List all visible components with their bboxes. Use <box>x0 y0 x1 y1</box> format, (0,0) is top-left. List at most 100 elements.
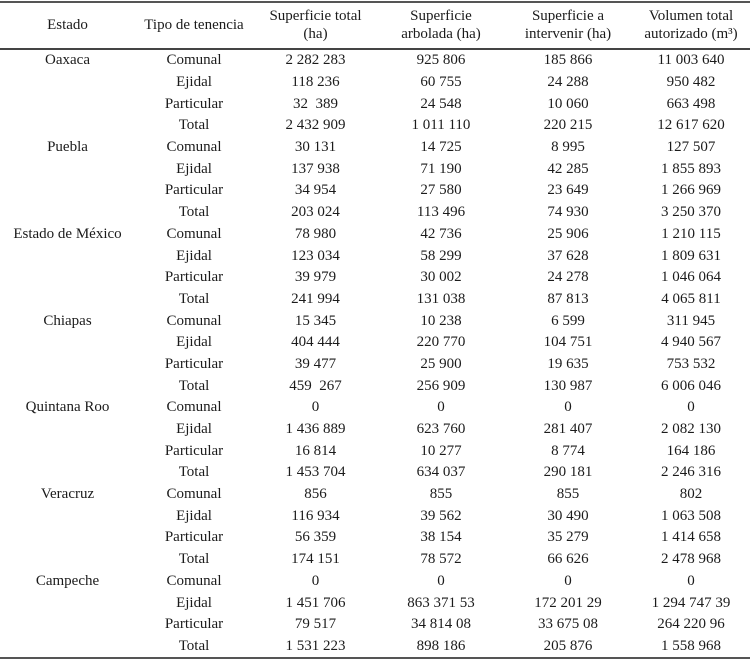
value-cell: 1 266 969 <box>661 182 721 199</box>
value-cell: 1 453 704 <box>285 464 346 481</box>
state-cell <box>0 202 135 224</box>
value-cell: 1 063 508 <box>661 507 721 524</box>
value-cell: 174 151 <box>291 551 340 568</box>
value-cell: 24 548 <box>420 95 462 112</box>
value-cell: 34 814 08 <box>411 616 471 633</box>
value-cell: 10 060 <box>547 95 589 112</box>
value-cell: 241 994 <box>291 290 340 307</box>
value-cell: 634 037 <box>416 464 466 481</box>
table-row: Particular 79 517 34 814 08 33 675 08 264 22… <box>0 614 750 636</box>
value-cell: 2 478 968 <box>661 551 721 568</box>
value-cell: 220 770 <box>416 334 466 351</box>
value-cell: 14 725 <box>420 139 462 156</box>
value-cell: 164 186 <box>666 442 716 459</box>
table-row: Oaxaca Comunal 2 282 283 925 806 185 866 11 0… <box>0 49 750 72</box>
value-cell: 30 002 <box>420 269 462 286</box>
table-row: Estado de México Comunal 78 980 42 736 25 90… <box>0 224 750 246</box>
value-cell: 11 003 640 <box>657 52 725 69</box>
value-cell: 205 876 <box>543 637 593 654</box>
table-row: Ejidal 404 444 220 770 104 751 4 940 567 <box>0 332 750 354</box>
state-cell <box>0 375 135 397</box>
value-cell: 0 <box>437 572 445 589</box>
tenure-cell: Ejidal <box>176 247 212 264</box>
value-cell: 118 236 <box>291 74 340 91</box>
value-cell: 203 024 <box>291 204 340 221</box>
tenure-cell: Ejidal <box>176 507 212 524</box>
tenure-cell: Comunal <box>166 52 222 69</box>
tenure-cell: Particular <box>164 95 224 112</box>
value-cell: 130 987 <box>543 377 593 394</box>
value-cell: 185 866 <box>543 52 593 69</box>
table-body: Oaxaca Comunal 2 282 283 925 806 185 866 11 0… <box>0 49 750 658</box>
value-cell: 0 <box>311 399 320 416</box>
table-row: Particular 34 954 27 580 23 649 1 266 969 <box>0 180 750 202</box>
value-cell: 623 760 <box>416 421 466 438</box>
tenure-cell: Total <box>178 377 210 394</box>
state-cell <box>0 72 135 94</box>
table-row: Ejidal 116 934 39 562 30 490 1 063 508 <box>0 505 750 527</box>
value-cell: 925 806 <box>416 52 466 69</box>
state-cell <box>0 549 135 571</box>
table-row: Total 1 531 223 898 186 205 876 1 558 968 <box>0 636 750 659</box>
tenure-cell: Particular <box>164 355 224 372</box>
state-cell: Veracruz <box>40 486 95 503</box>
state-cell <box>0 354 135 376</box>
table-row: Ejidal 123 034 58 299 37 628 1 809 631 <box>0 245 750 267</box>
value-cell: 39 979 <box>294 269 337 286</box>
value-cell: 127 507 <box>666 139 716 156</box>
table-row: Quintana Roo Comunal 0 0 0 0 <box>0 397 750 419</box>
value-cell: 1 011 110 <box>411 117 471 134</box>
value-cell: 663 498 <box>666 95 716 112</box>
value-cell: 27 580 <box>420 182 462 199</box>
table-row: Campeche Comunal 0 0 0 0 <box>0 571 750 593</box>
value-cell: 1 558 968 <box>661 637 721 654</box>
value-cell: 38 154 <box>420 529 462 546</box>
value-cell: 311 945 <box>666 312 716 329</box>
value-cell: 220 215 <box>543 117 593 134</box>
value-cell: 131 038 <box>416 290 466 307</box>
table-row: Puebla Comunal 30 131 14 725 8 995 127 507 <box>0 137 750 159</box>
column-header-volumen-total: Volumen total autorizado (m³) <box>632 2 750 50</box>
tenure-cell: Particular <box>164 269 224 286</box>
value-cell: 1 436 889 <box>285 421 346 438</box>
tenure-cell: Particular <box>164 616 224 633</box>
value-cell: 459 267 <box>289 377 342 394</box>
tenure-cell: Total <box>178 117 210 134</box>
column-header-superficie-intervenir: Superficie a intervenir (ha) <box>504 2 632 50</box>
value-cell: 113 496 <box>416 204 466 221</box>
value-cell: 264 220 96 <box>657 616 725 633</box>
value-cell: 78 572 <box>420 551 462 568</box>
value-cell: 753 532 <box>666 355 716 372</box>
value-cell: 6 006 046 <box>661 377 721 394</box>
state-cell <box>0 158 135 180</box>
value-cell: 123 034 <box>291 247 340 264</box>
tenure-cell: Total <box>178 290 210 307</box>
table-row: Total 1 453 704 634 037 290 181 2 246 316 <box>0 462 750 484</box>
tenure-cell: Ejidal <box>176 334 212 351</box>
state-cell <box>0 636 135 659</box>
value-cell: 10 238 <box>420 312 462 329</box>
value-cell: 137 938 <box>291 160 340 177</box>
state-cell <box>0 267 135 289</box>
state-cell <box>0 332 135 354</box>
table-row: Particular 16 814 10 277 8 774 164 186 <box>0 440 750 462</box>
value-cell: 802 <box>679 486 703 503</box>
state-cell: Chiapas <box>43 312 92 329</box>
value-cell: 58 299 <box>420 247 462 264</box>
value-cell: 2 082 130 <box>661 421 721 438</box>
value-cell: 0 <box>687 572 695 589</box>
value-cell: 35 279 <box>547 529 589 546</box>
value-cell: 39 477 <box>294 355 337 372</box>
table-row: Chiapas Comunal 15 345 10 238 6 599 311 945 <box>0 310 750 332</box>
value-cell: 16 814 <box>294 442 337 459</box>
value-cell: 34 954 <box>294 182 337 199</box>
tenure-cell: Total <box>178 551 210 568</box>
table-row: Total 459 267 256 909 130 987 6 006 046 <box>0 375 750 397</box>
state-cell <box>0 527 135 549</box>
value-cell: 15 345 <box>294 312 337 329</box>
value-cell: 19 635 <box>547 355 589 372</box>
value-cell: 116 934 <box>291 507 340 524</box>
value-cell: 898 186 <box>416 637 466 654</box>
header-row: Estado Tipo de tenencia Superficie total (… <box>0 2 750 50</box>
